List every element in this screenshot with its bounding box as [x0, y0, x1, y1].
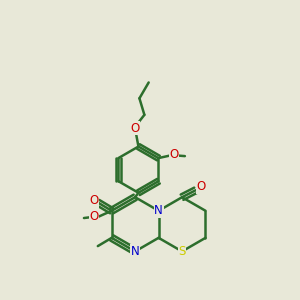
Text: O: O — [196, 181, 206, 194]
Text: S: S — [178, 245, 186, 258]
Text: O: O — [169, 148, 178, 160]
Text: N: N — [154, 204, 163, 217]
Text: N: N — [131, 245, 140, 258]
Text: O: O — [130, 122, 140, 134]
Text: O: O — [89, 194, 98, 207]
Text: O: O — [90, 209, 99, 223]
